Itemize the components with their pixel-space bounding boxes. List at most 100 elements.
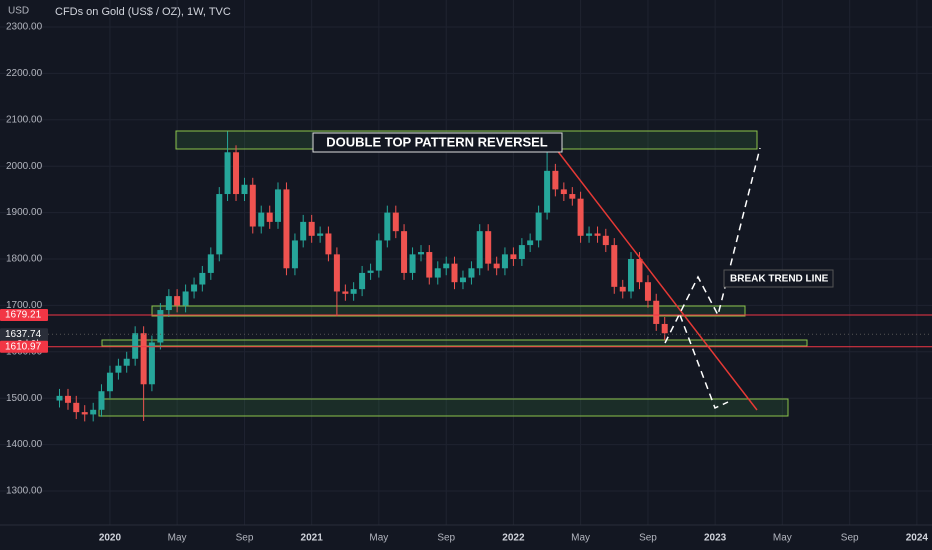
- candle-body: [81, 412, 88, 415]
- x-tick-label: 2020: [99, 533, 122, 544]
- candle-body: [317, 233, 324, 236]
- candle-body: [191, 284, 198, 292]
- candle-body: [140, 333, 147, 385]
- candle-body: [569, 194, 576, 199]
- candle-body: [459, 277, 466, 283]
- y-tick-label: 2300.00: [6, 22, 43, 33]
- x-tick-label: May: [773, 533, 792, 544]
- candle-body: [577, 198, 584, 236]
- annotation-box: [312, 132, 563, 153]
- candle-body: [535, 212, 542, 241]
- x-tick-label: May: [571, 533, 590, 544]
- candle-body: [73, 402, 80, 413]
- candle-body: [233, 152, 240, 195]
- candle-body: [418, 252, 425, 255]
- candle-body: [611, 245, 618, 287]
- candle-body: [586, 233, 593, 236]
- candle-body: [409, 254, 416, 273]
- candle-body: [434, 268, 441, 278]
- price-label: 1637.74: [5, 329, 42, 340]
- candle-body: [300, 221, 307, 241]
- candle-body: [333, 254, 340, 292]
- candle-body: [64, 395, 71, 403]
- candle-body: [501, 254, 508, 269]
- candle-body: [132, 333, 139, 359]
- candle-body: [165, 296, 172, 311]
- y-tick-label: 1800.00: [6, 254, 43, 265]
- candle-body: [216, 194, 223, 255]
- candle-body: [325, 233, 332, 255]
- candle-body: [619, 286, 626, 292]
- candle-body: [661, 323, 668, 334]
- candle-body: [527, 240, 534, 246]
- annotation: BREAK TREND LINE: [730, 274, 829, 285]
- support-zone: [101, 339, 808, 347]
- candle-body: [157, 310, 164, 343]
- candle-body: [274, 189, 281, 222]
- candle-body: [468, 268, 475, 278]
- x-tick-label: Sep: [639, 533, 657, 544]
- candle-body: [628, 258, 635, 292]
- candle-body: [123, 358, 130, 366]
- candle-body: [291, 240, 298, 269]
- candle-body: [552, 170, 559, 190]
- y-tick-label: 1400.00: [6, 439, 43, 450]
- y-tick-label: 2200.00: [6, 68, 43, 79]
- x-tick-label: 2021: [301, 533, 324, 544]
- candle-body: [98, 391, 105, 410]
- projection-up: [664, 147, 761, 344]
- x-tick-label: 2022: [502, 533, 525, 544]
- trend-line: [552, 144, 758, 411]
- candle-body: [653, 300, 660, 324]
- price-label-box: [0, 340, 48, 353]
- y-tick-label: 1500.00: [6, 393, 43, 404]
- annotation-box: [723, 269, 834, 288]
- candle-body: [594, 233, 601, 236]
- candle-body: [308, 221, 315, 236]
- candle-body: [148, 342, 155, 385]
- candle-body: [426, 252, 433, 278]
- x-tick-label: 2023: [704, 533, 727, 544]
- candle-body: [106, 372, 113, 392]
- candle-body: [493, 263, 500, 269]
- candle-body: [443, 263, 450, 269]
- y-tick-label: 1300.00: [6, 486, 43, 497]
- candle-body: [544, 170, 551, 213]
- projection-down: [679, 314, 729, 410]
- candle-body: [518, 245, 525, 259]
- y-unit: USD: [8, 6, 29, 17]
- y-tick-label: 2000.00: [6, 161, 43, 172]
- x-tick-label: Sep: [841, 533, 859, 544]
- price-label: 1679.21: [5, 310, 42, 321]
- candle-body: [451, 263, 458, 283]
- x-tick-label: May: [168, 533, 187, 544]
- candle-body: [476, 231, 483, 269]
- price-label-box: [0, 309, 48, 322]
- candle-body: [560, 189, 567, 195]
- y-tick-label: 1700.00: [6, 300, 43, 311]
- candle-body: [375, 240, 382, 271]
- candle-body: [350, 289, 357, 294]
- price-label: 1610.97: [5, 341, 42, 352]
- y-tick-label: 2100.00: [6, 114, 43, 125]
- candle-body: [342, 291, 349, 294]
- y-tick-label: 1900.00: [6, 207, 43, 218]
- annotation: DOUBLE TOP PATTERN REVERSEL: [326, 134, 548, 149]
- candle-body: [510, 254, 517, 259]
- candle-body: [241, 184, 248, 195]
- x-tick-label: May: [369, 533, 388, 544]
- candle-body: [207, 254, 214, 273]
- candle-body: [384, 212, 391, 241]
- candle-body: [90, 409, 97, 415]
- candle-body: [199, 272, 206, 285]
- candle-body: [359, 272, 366, 290]
- x-tick-label: Sep: [437, 533, 455, 544]
- candle-body: [174, 296, 181, 306]
- candle-body: [182, 291, 189, 306]
- candle-body: [249, 184, 256, 227]
- candle-body: [636, 258, 643, 283]
- candle-body: [56, 395, 63, 401]
- candle-body: [224, 152, 231, 195]
- candle-body: [485, 231, 492, 264]
- candle-body: [283, 189, 290, 269]
